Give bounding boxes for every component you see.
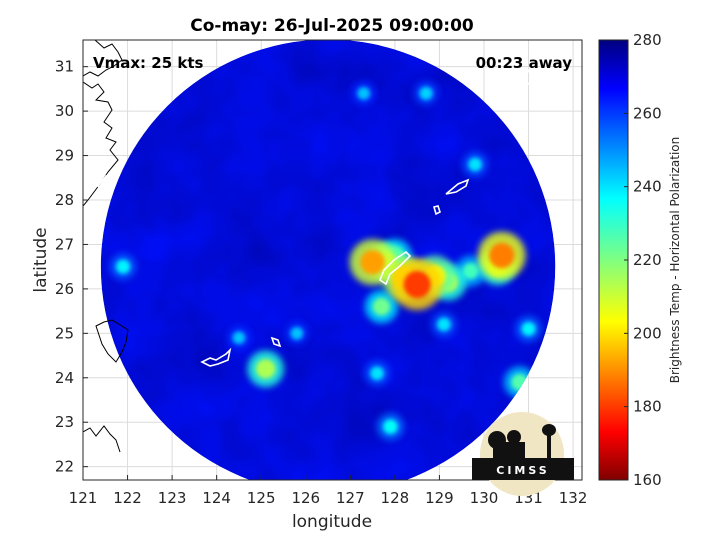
islands [96,68,536,367]
y-tick-label: 24 [55,369,74,387]
island-miyako [270,336,282,348]
x-tick-label: 127 [336,489,365,507]
luzon-coast [83,425,121,453]
logo-water-tower-icon [542,424,556,436]
island-kyushu-tip [520,68,536,86]
cold-feature [403,270,431,299]
y-tick-label: 25 [55,324,74,342]
x-tick-label: 121 [69,489,98,507]
plot-area [83,40,556,480]
x-tick-label: 130 [470,489,499,507]
logo-band [472,458,574,480]
colorbar-tick-label: 280 [633,31,662,49]
china-coast [83,81,119,207]
cold-feature [370,366,384,381]
cold-feature [290,326,304,340]
time-away-annotation: 00:23 away [476,54,573,72]
colorbar-tick-label: 200 [633,324,662,342]
y-axis-label: latitude [31,227,51,292]
cold-feature [462,262,479,280]
cold-feature [255,359,276,379]
cold-feature [489,242,515,269]
cold-feature [419,86,433,100]
y-tick-label: 30 [55,102,74,120]
y-tick-label: 23 [55,413,74,431]
island-coast-patch [96,174,114,196]
logo-tower-leg [547,432,551,458]
island-okinawa [379,250,412,286]
x-tick-label: 123 [158,489,187,507]
colorbar-tick-label: 180 [633,398,662,416]
chart-title: Co-may: 26-Jul-2025 09:00:00 [190,16,474,36]
feature-halo [534,103,556,137]
cold-feature [437,317,451,332]
y-axis: 22 23 24 25 26 27 28 29 30 31 [55,58,88,476]
logo-dish-icon [488,431,506,449]
china-coast-upper [83,40,123,77]
cold-feature [383,419,398,434]
island-north-east [498,90,514,103]
logo-dish-icon-2 [507,430,521,444]
cold-feature [372,297,391,316]
plot-frame [82,39,583,481]
colorbar [598,39,629,481]
logo-text: CIMSS [496,464,549,477]
island-tokara [433,205,441,216]
colorbar-label: Brightness Temp - Horizontal Polarizatio… [668,137,682,384]
vmax-annotation: Vmax: 25 kts [93,54,203,72]
cold-feature [360,249,385,275]
island-amami [445,178,470,195]
cold-feature [511,373,529,391]
cold-feature [541,111,556,129]
colorbar-ticks: 160 180 200 220 240 260 280 [624,31,662,489]
x-tick-label: 125 [247,489,276,507]
cold-feature [521,321,536,336]
colorbar-tick-label: 240 [633,178,662,196]
colorbar-tick-label: 260 [633,104,662,122]
y-tick-label: 27 [55,235,74,253]
swath [100,40,556,480]
y-tick-label: 31 [55,58,74,76]
x-tick-label: 124 [202,489,231,507]
cimss-logo: CIMSS [472,412,574,496]
y-tick-label: 22 [55,458,74,476]
x-tick-label: 126 [291,489,320,507]
cold-feature [232,331,246,345]
island-ishigaki [200,347,232,367]
colorbar-tick-label: 160 [633,471,662,489]
x-tick-label: 129 [425,489,454,507]
x-tick-label: 128 [381,489,410,507]
colorbar-tick-label: 220 [633,251,662,269]
cold-feature [468,157,482,172]
x-axis-label: longitude [292,512,372,532]
x-tick-label: 122 [113,489,142,507]
x-tick-label: 132 [559,489,588,507]
taiwan-coast [95,319,129,363]
y-tick-label: 28 [55,191,74,209]
y-tick-label: 29 [55,147,74,165]
y-tick-label: 26 [55,280,74,298]
cold-feature [116,259,131,274]
cold-feature [357,86,371,100]
